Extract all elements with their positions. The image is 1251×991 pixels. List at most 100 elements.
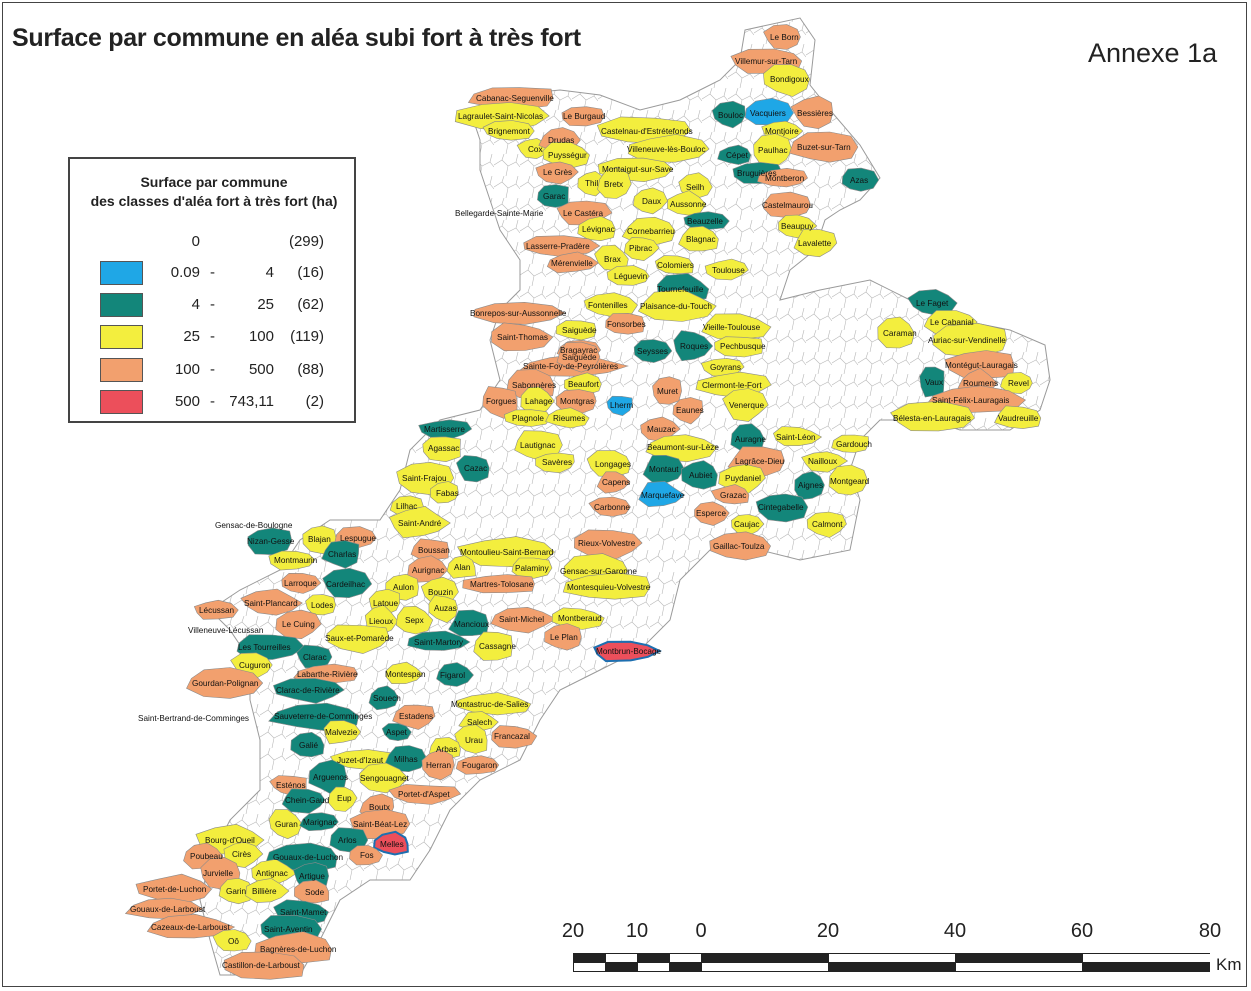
commune-area (605, 312, 645, 335)
commune-label: Figarol (440, 671, 465, 680)
commune-area (299, 812, 339, 832)
commune-area (678, 225, 719, 252)
commune-label: Saint-Thomas (497, 333, 548, 342)
commune-label: Montgeard (830, 477, 870, 486)
commune-area (421, 749, 455, 781)
commune-label: Cabanac-Seguenville (476, 94, 554, 103)
commune-label: Clarac-de-Rivière (276, 686, 340, 695)
commune-label: Les Tourreilles (238, 643, 291, 652)
scale-segment (828, 962, 956, 972)
commune-label: Agassac (428, 444, 459, 453)
commune-area (395, 605, 434, 635)
commune-label: Garin (226, 887, 246, 896)
commune-label: Lautignac (520, 441, 556, 450)
commune-area (638, 481, 686, 508)
commune-area (448, 609, 489, 637)
commune-label: Fabas (436, 489, 459, 498)
commune-area (606, 265, 650, 286)
commune-label: Herran (426, 761, 451, 770)
commune-label: Guran (275, 820, 298, 829)
legend-swatch (100, 325, 143, 349)
commune-label: Bellegarde-Sainte-Marie (455, 209, 544, 218)
commune-area (606, 395, 633, 417)
commune-area (455, 692, 532, 716)
commune-label: Tournefeuille (657, 285, 704, 294)
commune-label: Montaigut-sur-Save (602, 165, 674, 174)
commune-area (322, 567, 373, 599)
scale-segment (637, 953, 670, 963)
scale-segment (701, 953, 829, 963)
commune-area (709, 531, 771, 561)
commune-label: Oô (228, 937, 239, 946)
legend-row: 25- 100 (119) (70, 325, 358, 349)
commune-label: Bouzin (428, 588, 453, 597)
legend-count: (16) (297, 264, 324, 281)
commune-label: Gardouch (836, 440, 872, 449)
commune-label: Beaufort (568, 380, 600, 389)
scale-label: 0 (695, 920, 707, 942)
commune-label: Palaminy (515, 564, 550, 573)
commune-area (731, 514, 765, 536)
scale-segment (669, 962, 702, 972)
commune-label: Bessières (797, 109, 833, 118)
commune-area (135, 873, 213, 905)
commune-area (773, 426, 823, 447)
commune-label: Vaux (925, 378, 943, 387)
commune-label: Plagnole (512, 414, 544, 423)
commune-label: Francazal (494, 732, 530, 741)
legend-max: 25 (257, 296, 274, 313)
commune-label: Eup (337, 794, 352, 803)
legend-row: 0 (299) (70, 230, 358, 254)
commune-area (890, 400, 975, 432)
legend-swatch (100, 358, 143, 382)
commune-area (654, 255, 694, 275)
commune-label: Bélesta-en-Lauragais (893, 414, 971, 423)
commune-label: Bouloc (718, 111, 743, 120)
scale-label: 80 (1198, 920, 1222, 942)
commune-label: Aurignac (412, 566, 444, 575)
commune-label: Lagrâce-Dieu (735, 457, 785, 466)
commune-area (388, 784, 462, 805)
commune-label: Bragayrac (560, 346, 597, 355)
commune-label: Gensac-de-Boulogne (215, 521, 293, 530)
commune-label: Blajan (308, 535, 331, 544)
commune-label: Melles (380, 840, 404, 849)
commune-area (790, 95, 834, 130)
commune-area (456, 455, 490, 483)
commune-area (694, 501, 730, 526)
commune-label: Le Born (770, 33, 799, 42)
commune-label: Aulon (393, 583, 414, 592)
commune-label: Martisserre (424, 425, 465, 434)
commune-label: Clermont-le-Fort (702, 381, 762, 390)
commune-area (392, 704, 436, 730)
commune-area (275, 609, 322, 640)
commune-area (422, 436, 461, 463)
commune-area (245, 878, 290, 903)
commune-area (373, 830, 409, 856)
commune-area (680, 460, 718, 490)
scale-segment (828, 953, 956, 963)
legend-min: 0.09 (170, 264, 200, 281)
commune-label: Lodes (311, 601, 333, 610)
commune-label: Gouaux-de-Luchon (273, 853, 344, 862)
commune-label: Nailloux (808, 457, 837, 466)
commune-area (146, 913, 236, 939)
scale-label: 60 (1070, 920, 1094, 942)
commune-label: Beaupuy (781, 222, 814, 231)
commune-area (944, 350, 1015, 379)
commune-label: Le Plan (550, 633, 578, 642)
commune-area (828, 464, 869, 496)
commune-label: Lasserre-Pradère (526, 242, 590, 251)
commune-label: Poubeau (190, 852, 223, 861)
commune-label: Esperce (696, 509, 726, 518)
legend-max: 500 (248, 361, 274, 378)
commune-label: Salech (467, 718, 492, 727)
commune-label: Beauzelle (687, 217, 723, 226)
commune-label: Forgues (486, 397, 516, 406)
scale-segment (669, 953, 702, 963)
commune-label: Muret (657, 387, 679, 396)
commune-area (428, 594, 458, 624)
scale-bar (573, 953, 1210, 972)
commune-area (757, 167, 808, 188)
commune-label: Artigue (299, 872, 325, 881)
